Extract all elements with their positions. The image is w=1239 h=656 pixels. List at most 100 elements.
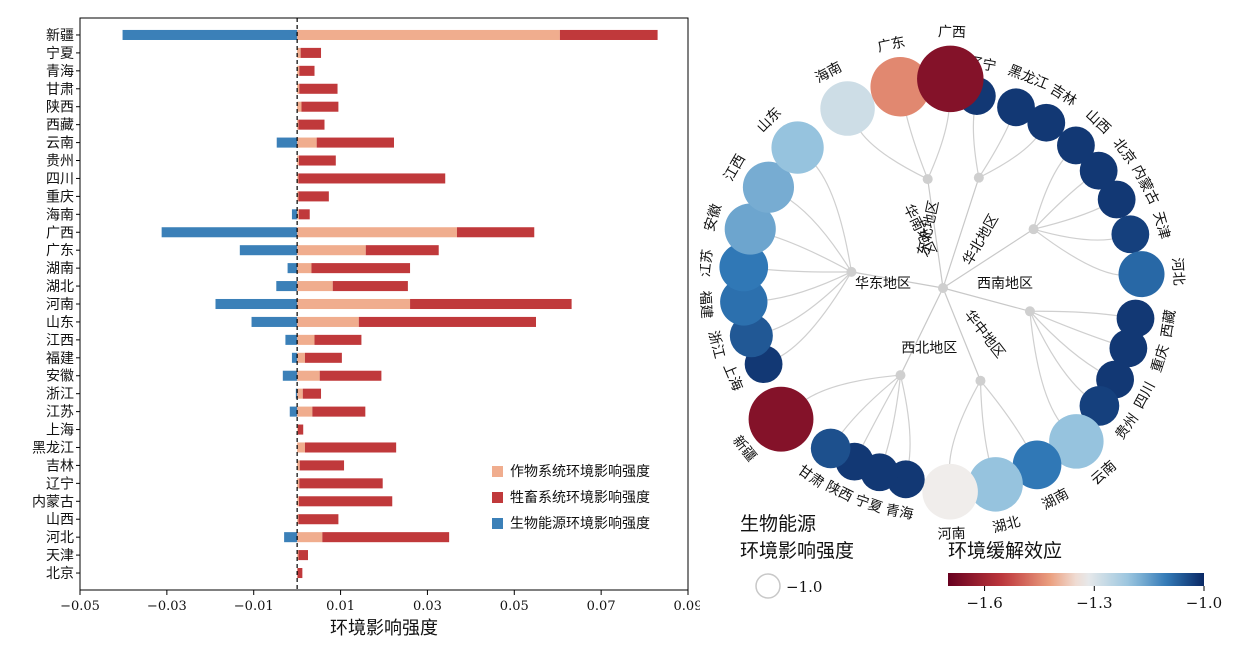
bar-bioenergy bbox=[295, 388, 298, 399]
bar-crop bbox=[297, 388, 303, 399]
bar-crop bbox=[297, 245, 366, 256]
leaf-node bbox=[917, 45, 984, 113]
x-tick-label: −0.05 bbox=[60, 599, 100, 614]
bar-crop bbox=[297, 550, 299, 561]
y-tick-label: 北京 bbox=[46, 566, 74, 582]
leaf-node bbox=[1079, 386, 1120, 426]
group-label: 华中地区 bbox=[961, 307, 1008, 361]
group-node bbox=[973, 172, 984, 183]
bar-livestock bbox=[456, 227, 535, 238]
bar-crop bbox=[297, 334, 315, 345]
bar-crop bbox=[297, 298, 411, 310]
y-tick-label: 河南 bbox=[46, 297, 74, 313]
leaf-link bbox=[773, 271, 852, 361]
bar-livestock bbox=[312, 406, 366, 417]
leaf-node bbox=[748, 386, 814, 452]
x-tick-label: 0.05 bbox=[500, 599, 529, 614]
bar-crop bbox=[297, 29, 560, 40]
bar-livestock bbox=[322, 532, 450, 543]
group-link bbox=[851, 271, 944, 289]
bar-crop bbox=[297, 119, 299, 130]
leaf-label: 上海 bbox=[720, 361, 746, 393]
leaf-link bbox=[858, 374, 902, 453]
bar-crop bbox=[297, 281, 333, 292]
y-tick-label: 福建 bbox=[46, 351, 74, 367]
leaf-node bbox=[720, 278, 768, 326]
stacked-bar-chart: 新疆宁夏青海甘肃陕西西藏云南贵州四川重庆海南广西广东湖南湖北河南山东江西福建安徽… bbox=[32, 17, 700, 639]
bar-crop bbox=[297, 137, 317, 148]
bar-livestock bbox=[298, 209, 310, 220]
bar-livestock bbox=[298, 424, 304, 435]
bar-livestock bbox=[298, 191, 329, 202]
bar-crop bbox=[297, 352, 305, 363]
leaf-node bbox=[1079, 151, 1118, 190]
bar-crop bbox=[297, 101, 302, 112]
bar-livestock bbox=[300, 47, 322, 58]
leaf-node bbox=[719, 242, 769, 292]
size-legend-circle bbox=[755, 573, 781, 599]
leaf-node bbox=[922, 463, 978, 520]
leaf-label: 江苏 bbox=[700, 248, 716, 278]
leaf-node bbox=[997, 88, 1035, 127]
bar-crop bbox=[297, 496, 299, 507]
y-tick-label: 甘肃 bbox=[46, 82, 74, 98]
leaf-node bbox=[810, 428, 851, 469]
bar-crop bbox=[297, 406, 313, 417]
leaf-link bbox=[759, 268, 852, 273]
bar-crop bbox=[297, 460, 300, 471]
group-label: 西南地区 bbox=[977, 276, 1033, 292]
bar-bioenergy bbox=[289, 406, 298, 417]
bar-crop bbox=[297, 155, 299, 166]
leaf-label: 广西 bbox=[938, 24, 967, 41]
leaf-node bbox=[742, 161, 795, 213]
leaf-label: 浙江 bbox=[705, 329, 727, 360]
leaf-link bbox=[972, 106, 980, 178]
colorbar bbox=[948, 573, 1204, 586]
leaf-label: 安徽 bbox=[702, 202, 725, 233]
leaf-link bbox=[948, 380, 981, 472]
leaf-label: 广东 bbox=[876, 34, 907, 55]
group-node bbox=[922, 174, 933, 185]
bar-livestock bbox=[302, 388, 322, 399]
leaf-link bbox=[759, 271, 852, 302]
y-tick-label: 西藏 bbox=[46, 118, 74, 134]
leaf-link bbox=[764, 271, 852, 334]
group-node bbox=[846, 266, 857, 277]
bar-crop bbox=[297, 83, 300, 94]
leaf-label: 甘肃 bbox=[795, 462, 827, 491]
group-label: 华东地区 bbox=[855, 276, 911, 292]
y-tick-label: 内蒙古 bbox=[32, 494, 74, 510]
y-tick-label: 黑龙江 bbox=[32, 440, 74, 456]
y-tick-label: 天津 bbox=[46, 548, 74, 564]
group-link bbox=[942, 287, 982, 381]
bar-livestock bbox=[298, 496, 393, 507]
y-tick-label: 山东 bbox=[46, 315, 74, 331]
bar-bioenergy bbox=[251, 316, 298, 327]
bar-bioenergy bbox=[287, 263, 298, 274]
legend-swatch bbox=[492, 518, 503, 529]
leaf-label: 福建 bbox=[700, 290, 714, 319]
leaf-link bbox=[979, 380, 1030, 451]
leaf-node bbox=[1012, 440, 1062, 490]
leaf-link bbox=[783, 195, 852, 273]
y-tick-label: 湖南 bbox=[46, 261, 74, 277]
group-node bbox=[895, 370, 906, 381]
bar-livestock bbox=[298, 550, 308, 561]
y-tick-label: 广西 bbox=[46, 225, 74, 241]
y-tick-label: 上海 bbox=[46, 423, 74, 439]
leaf-node bbox=[1109, 329, 1148, 368]
bar-bioenergy bbox=[276, 137, 298, 148]
y-tick-label: 吉林 bbox=[46, 458, 74, 474]
leaf-label: 四川 bbox=[1131, 379, 1158, 411]
bar-livestock bbox=[304, 442, 397, 453]
bar-crop bbox=[297, 209, 299, 220]
bar-crop bbox=[297, 191, 299, 202]
bar-crop bbox=[297, 370, 320, 381]
colorbar-tick-label: −1.3 bbox=[1076, 594, 1112, 612]
bar-livestock bbox=[316, 137, 394, 148]
y-tick-label: 青海 bbox=[46, 64, 74, 80]
leaf-link bbox=[1029, 310, 1106, 375]
bar-bioenergy bbox=[215, 298, 298, 310]
